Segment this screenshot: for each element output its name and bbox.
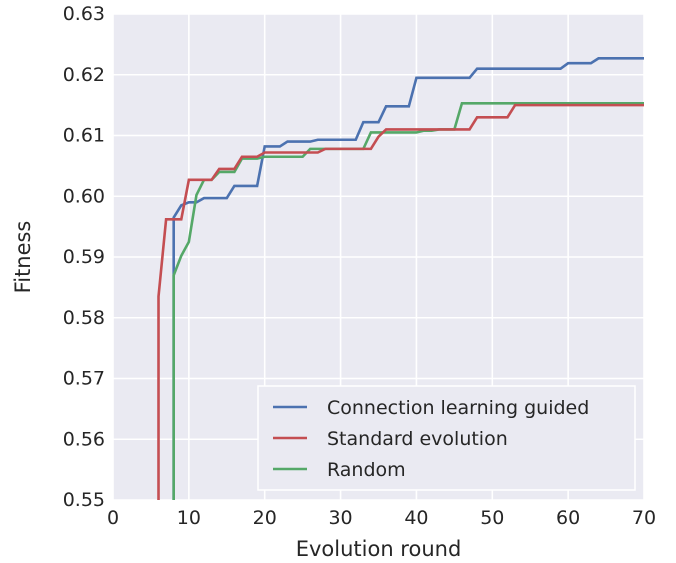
x-axis-label: Evolution round [296, 537, 462, 561]
y-tick-labels: 0.55 0.56 0.57 0.58 0.59 0.60 0.61 0.62 0.63 [63, 3, 105, 511]
legend-label-random: Random [327, 459, 406, 481]
legend: Connection learning guided Standard evolu… [257, 385, 636, 491]
x-tick-labels: 0 10 20 30 40 50 60 70 [107, 507, 656, 529]
y-tick-label: 0.63 [63, 3, 105, 25]
x-tick-label: 20 [253, 507, 277, 529]
y-tick-label: 0.62 [63, 64, 105, 86]
series-line-connection-learning-guided [172, 57, 644, 500]
y-tick-label: 0.59 [63, 246, 105, 268]
x-tick-label: 0 [107, 507, 119, 529]
x-tick-label: 10 [177, 507, 201, 529]
y-tick-label: 0.57 [63, 368, 105, 390]
x-tick-label: 40 [404, 507, 428, 529]
x-tick-label: 50 [480, 507, 504, 529]
x-tick-label: 60 [556, 507, 580, 529]
x-tick-label: 70 [632, 507, 656, 529]
y-tick-label: 0.56 [63, 428, 105, 450]
y-tick-label: 0.58 [63, 307, 105, 329]
y-tick-label: 0.61 [63, 125, 105, 147]
series-line-standard-evolution [157, 103, 644, 500]
x-tick-label: 30 [328, 507, 352, 529]
series-lines [157, 57, 644, 500]
legend-box [257, 385, 636, 491]
legend-label-standard-evolution: Standard evolution [327, 428, 508, 450]
y-tick-label: 0.55 [63, 489, 105, 511]
y-tick-label: 0.60 [63, 185, 105, 207]
legend-label-connection-learning-guided: Connection learning guided [327, 397, 589, 419]
y-axis-label: Fitness [11, 221, 35, 294]
series-line-random [172, 102, 644, 500]
